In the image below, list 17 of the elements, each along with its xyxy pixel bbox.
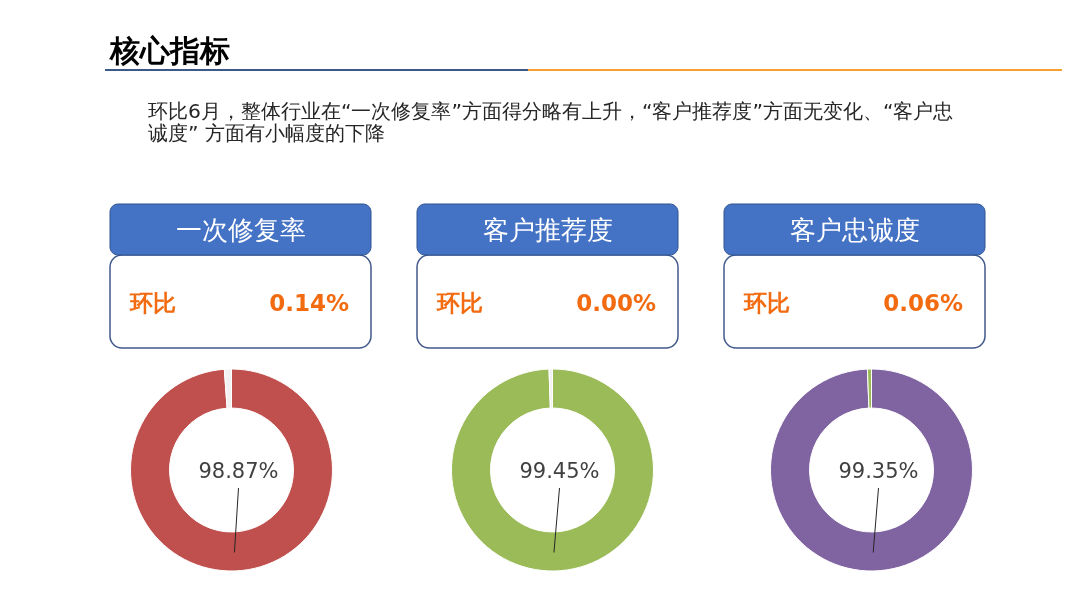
chart-title: 客户推荐度 — [482, 215, 613, 245]
text: 环比 — [436, 290, 483, 316]
data-label: 99.35% — [838, 459, 919, 483]
text: 环比 — [129, 290, 176, 316]
chart-title: 客户忠诚度 — [789, 215, 920, 245]
text: 环比6月，整体行业在“一次修复率”方面得分略有上升，“客户推荐度”方面无变化、“客户忠诚度” 方面有小幅度的下降 — [148, 99, 954, 145]
text: 0.00% — [576, 290, 656, 316]
donut-slice — [769, 368, 973, 572]
text: 环比 — [743, 290, 790, 316]
text: 0.06% — [883, 290, 963, 316]
donut-slice — [450, 368, 654, 572]
text: 0.14% — [269, 290, 349, 316]
data-label: 99.45% — [519, 459, 600, 483]
text: 核心指标 — [109, 33, 230, 68]
data-label: 98.87% — [198, 459, 279, 483]
chart-title: 一次修复率 — [175, 215, 306, 245]
donut-slice — [130, 368, 333, 572]
